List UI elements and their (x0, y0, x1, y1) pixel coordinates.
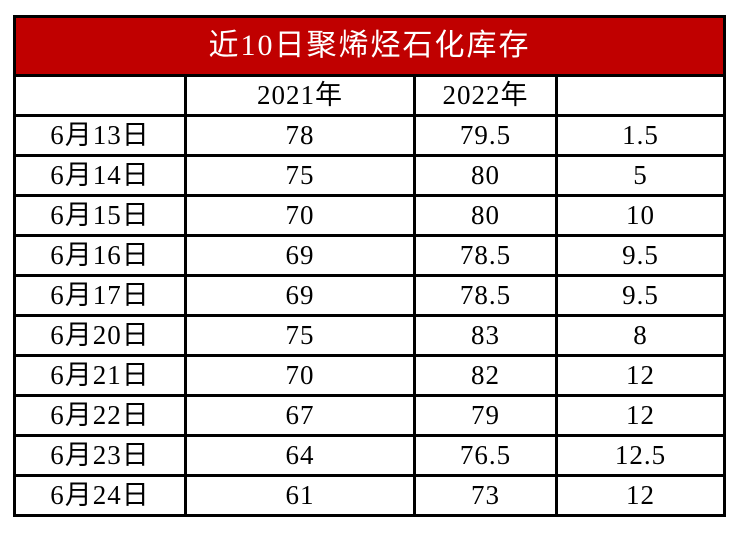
value-2021-cell: 69 (184, 234, 416, 277)
diff-cell: 10 (555, 194, 726, 237)
value-2022-cell: 83 (413, 314, 558, 357)
table-row: 6月14日 75 80 5 (13, 154, 726, 197)
value-2021-cell: 67 (184, 394, 416, 437)
table-row: 6月16日 69 78.5 9.5 (13, 234, 726, 277)
table-row: 6月21日 70 82 12 (13, 354, 726, 397)
diff-cell: 5 (555, 154, 726, 197)
value-2022-cell: 79 (413, 394, 558, 437)
value-2022-cell: 80 (413, 194, 558, 237)
column-header-diff (555, 74, 726, 117)
diff-cell: 9.5 (555, 234, 726, 277)
value-2022-cell: 80 (413, 154, 558, 197)
value-2021-cell: 75 (184, 154, 416, 197)
diff-cell: 12 (555, 354, 726, 397)
table-row: 6月15日 70 80 10 (13, 194, 726, 237)
date-cell: 6月14日 (13, 154, 187, 197)
date-cell: 6月17日 (13, 274, 187, 317)
value-2021-cell: 70 (184, 194, 416, 237)
table-row: 6月22日 67 79 12 (13, 394, 726, 437)
title-row: 近10日聚烯烃石化库存 (13, 15, 726, 77)
date-cell: 6月15日 (13, 194, 187, 237)
column-header-2022: 2022年 (413, 74, 558, 117)
table-row: 6月24日 61 73 12 (13, 474, 726, 517)
table-row: 6月17日 69 78.5 9.5 (13, 274, 726, 317)
diff-cell: 12 (555, 474, 726, 517)
value-2022-cell: 78.5 (413, 274, 558, 317)
value-2022-cell: 76.5 (413, 434, 558, 477)
date-cell: 6月16日 (13, 234, 187, 277)
date-cell: 6月22日 (13, 394, 187, 437)
diff-cell: 8 (555, 314, 726, 357)
value-2021-cell: 75 (184, 314, 416, 357)
diff-cell: 1.5 (555, 114, 726, 157)
diff-cell: 9.5 (555, 274, 726, 317)
value-2021-cell: 70 (184, 354, 416, 397)
value-2021-cell: 61 (184, 474, 416, 517)
value-2021-cell: 69 (184, 274, 416, 317)
date-cell: 6月24日 (13, 474, 187, 517)
date-cell: 6月21日 (13, 354, 187, 397)
table-row: 6月23日 64 76.5 12.5 (13, 434, 726, 477)
column-header-2021: 2021年 (184, 74, 416, 117)
value-2022-cell: 73 (413, 474, 558, 517)
value-2021-cell: 64 (184, 434, 416, 477)
date-cell: 6月20日 (13, 314, 187, 357)
table-row: 6月20日 75 83 8 (13, 314, 726, 357)
date-cell: 6月13日 (13, 114, 187, 157)
diff-cell: 12.5 (555, 434, 726, 477)
column-header-row: 2021年 2022年 (13, 74, 726, 117)
table-title: 近10日聚烯烃石化库存 (13, 15, 726, 77)
value-2021-cell: 78 (184, 114, 416, 157)
column-header-date (13, 74, 187, 117)
value-2022-cell: 79.5 (413, 114, 558, 157)
inventory-table: 近10日聚烯烃石化库存 2021年 2022年 6月13日 78 79.5 1.… (13, 15, 726, 517)
diff-cell: 12 (555, 394, 726, 437)
table-row: 6月13日 78 79.5 1.5 (13, 114, 726, 157)
value-2022-cell: 82 (413, 354, 558, 397)
value-2022-cell: 78.5 (413, 234, 558, 277)
date-cell: 6月23日 (13, 434, 187, 477)
